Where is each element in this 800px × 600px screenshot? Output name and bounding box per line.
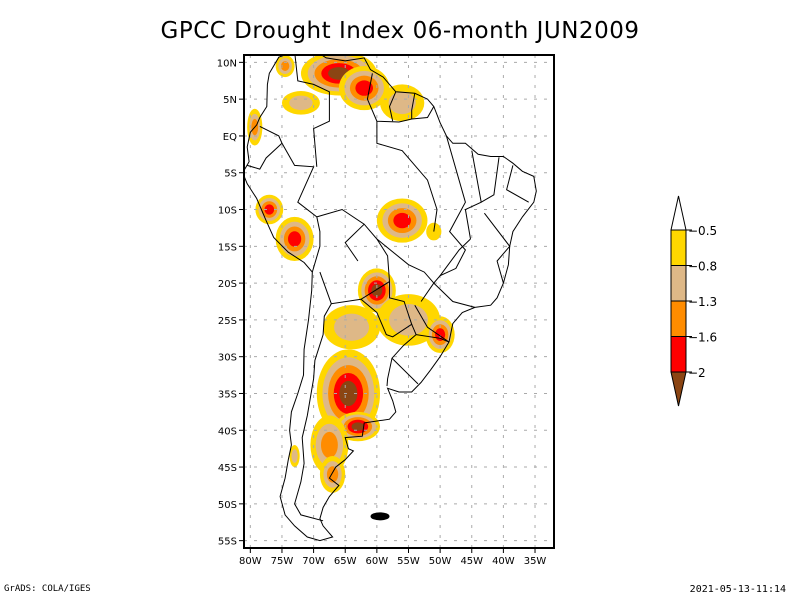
lon-tick-label: 80W [239, 556, 262, 567]
country-border [414, 304, 450, 343]
drought-contour-level-4 [264, 204, 275, 215]
country-border [391, 324, 419, 385]
country-border [506, 165, 529, 203]
lat-tick-label: 5N [223, 95, 237, 106]
lon-tick-label: 75W [271, 556, 294, 567]
drought-shading [247, 55, 455, 493]
country-border [411, 93, 416, 119]
country-border [388, 91, 397, 122]
lat-tick-label: EQ [223, 132, 237, 143]
falkland-islands [370, 512, 390, 521]
colorbar-legend: −0.5 −0.8 −1.3 −1.6 −2 [670, 195, 717, 407]
lat-tick-label: 35S [218, 389, 237, 400]
country-border [376, 121, 438, 232]
lon-tick-label: 50W [429, 556, 452, 567]
lat-tick-label: 40S [218, 426, 237, 437]
lat-tick-label: 20S [218, 279, 237, 290]
country-border [247, 125, 283, 170]
drought-region [275, 55, 295, 78]
country-border [433, 282, 476, 308]
colorbar-bottom-arrow [670, 371, 687, 407]
drought-contour-level-2 [291, 449, 298, 463]
longitude-axis: 80W 75W 70W 65W 60W 55W 50W 45W 40W 35W [239, 548, 546, 567]
map-title: GPCC Drought Index 06-month JUN2009 [160, 18, 640, 44]
country-border [366, 73, 435, 123]
country-border [439, 238, 471, 276]
lon-tick-label: 60W [366, 556, 389, 567]
country-border [484, 212, 511, 284]
drought-contour-level-5 [339, 380, 358, 407]
country-border [416, 334, 450, 343]
colorbar-label: −0.8 [688, 260, 717, 274]
drought-region [289, 444, 300, 468]
country-border [316, 208, 391, 305]
continent-outline [244, 55, 537, 542]
lat-tick-label: 10S [218, 206, 237, 217]
drought-contour-level-2 [334, 313, 370, 341]
drought-region [281, 91, 320, 115]
colorbar-segment [670, 300, 687, 337]
lat-tick-label: 15S [218, 242, 237, 253]
lat-tick-label: 5S [224, 169, 237, 180]
country-border [386, 358, 393, 387]
lon-tick-label: 45W [460, 556, 483, 567]
country-border [294, 303, 332, 522]
country-border [344, 223, 365, 262]
lat-tick-label: 10N [217, 58, 237, 69]
drought-contour-level-4 [393, 212, 411, 229]
drought-contour-level-3 [320, 431, 338, 459]
colorbar-label: −0.5 [688, 224, 717, 238]
country-border [281, 143, 321, 273]
colorbar-segment [670, 265, 687, 302]
colorbar-segment [670, 229, 687, 266]
drought-region [275, 216, 314, 262]
drought-region [376, 198, 428, 243]
lon-tick-label: 35W [524, 556, 547, 567]
drought-contour-level-5 [351, 422, 365, 431]
lon-tick-label: 55W [397, 556, 420, 567]
drought-region [380, 84, 425, 122]
drought-region [357, 268, 396, 313]
drought-contour-level-4 [288, 231, 302, 247]
country-border [420, 135, 466, 302]
coastlines [244, 55, 537, 542]
lat-tick-label: 25S [218, 316, 237, 327]
lat-tick-label: 55S [218, 537, 237, 548]
country-border [376, 238, 435, 284]
colorbar-label: −1.3 [688, 295, 717, 309]
country-border [480, 157, 500, 203]
timestamp: 2021-05-13-11:14 [689, 584, 786, 595]
lon-tick-label: 70W [302, 556, 325, 567]
country-border [294, 55, 330, 167]
colorbar-label: −1.6 [688, 331, 717, 345]
lat-tick-label: 50S [218, 500, 237, 511]
country-border [464, 150, 482, 240]
colorbar-label: −2 [688, 366, 706, 380]
drought-region [316, 349, 381, 438]
lat-tick-label: 45S [218, 463, 237, 474]
drought-region [323, 305, 381, 350]
drought-region [255, 194, 284, 225]
latitude-axis: 10N 5N EQ 5S 10S 15S 20S 25S 30S 35S 40S 45S 50S 55S [217, 58, 244, 548]
colorbar-segment [670, 336, 687, 373]
drought-contour-level-2 [289, 95, 313, 111]
drought-contour-level-3 [280, 61, 290, 71]
colorbar-top-arrow [670, 195, 687, 231]
grads-credit: GrADS: COLA/IGES [4, 584, 91, 594]
lon-tick-label: 65W [334, 556, 357, 567]
lon-tick-label: 40W [492, 556, 515, 567]
lat-tick-label: 30S [218, 353, 237, 364]
plot-frame [243, 54, 555, 549]
drought-contour-level-4 [435, 328, 446, 342]
country-border [360, 281, 413, 338]
drought-region [319, 456, 346, 493]
